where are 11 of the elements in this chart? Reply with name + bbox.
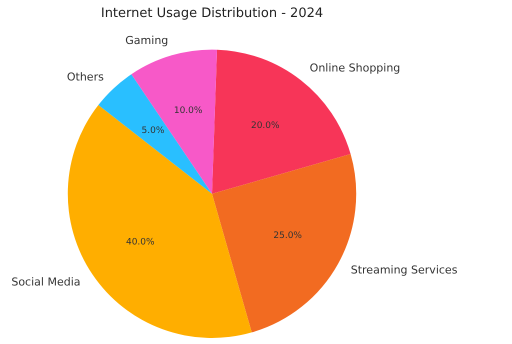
slice-label: Gaming: [125, 34, 168, 48]
data-label: 10.0%: [174, 106, 203, 116]
chart-title: Internet Usage Distribution - 2024: [100, 6, 324, 22]
data-label: 20.0%: [250, 120, 280, 131]
data-label: 25.0%: [273, 231, 302, 242]
data-label: 40.0%: [126, 238, 156, 248]
data-label: 5.0%: [142, 126, 165, 136]
slice-label: Streaming Services: [350, 264, 458, 277]
slice-label: Others: [66, 70, 104, 84]
slice-label: Social Media: [11, 275, 80, 288]
slice-label: Online Shopping: [310, 62, 400, 75]
